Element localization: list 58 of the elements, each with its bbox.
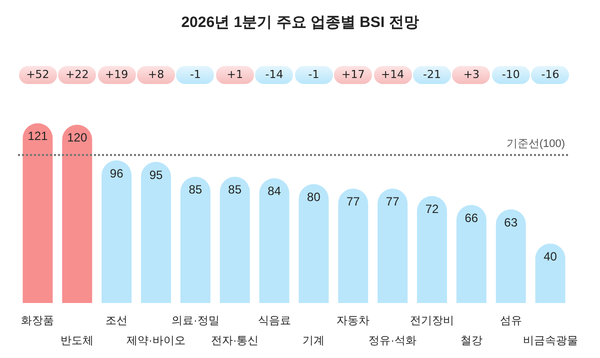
data-label: 72 xyxy=(425,202,439,216)
data-label: 77 xyxy=(386,194,400,209)
data-label: 85 xyxy=(188,182,202,197)
text: -1 xyxy=(176,66,214,84)
x-tick-label: 화장품 xyxy=(21,315,54,327)
text: +22 xyxy=(58,66,96,84)
data-label: 120 xyxy=(67,130,88,145)
x-tick-label: 자동차 xyxy=(336,315,370,327)
bar xyxy=(535,244,566,303)
text: +1 xyxy=(216,66,254,84)
text: +19 xyxy=(98,66,136,84)
data-label: 96 xyxy=(110,166,124,180)
bar xyxy=(141,162,171,303)
bar xyxy=(496,209,526,303)
bar xyxy=(259,178,290,303)
text: +52 xyxy=(18,66,57,84)
x-tick-label: 섬유 xyxy=(500,315,522,327)
text: -14 xyxy=(255,66,294,84)
x-tick-label: 식음료 xyxy=(258,315,291,327)
x-tick-label: 정유·석화 xyxy=(368,335,416,347)
bar xyxy=(180,176,210,303)
x-tick-label: 기계 xyxy=(302,335,325,347)
bar xyxy=(378,188,408,303)
data-label: 40 xyxy=(544,250,558,264)
bar xyxy=(102,160,132,303)
text: -10 xyxy=(492,66,530,84)
x-tick-label: 전자·통신 xyxy=(211,335,259,347)
bar xyxy=(220,176,250,303)
bar xyxy=(62,124,92,303)
data-label: 80 xyxy=(307,190,321,204)
bar xyxy=(456,204,486,303)
chart-title: 2026년 1분기 주요 업종별 BSI 전망 xyxy=(181,14,419,31)
text: -21 xyxy=(413,66,451,84)
text: +8 xyxy=(137,66,175,84)
x-tick-label: 비금속광물 xyxy=(522,335,578,347)
x-tick-label: 철강 xyxy=(460,335,482,347)
data-label: 66 xyxy=(464,210,478,225)
text: +17 xyxy=(334,66,372,84)
x-tick-label: 전기장비 xyxy=(410,315,454,327)
data-label: 85 xyxy=(228,182,242,197)
data-label: 77 xyxy=(346,194,360,209)
bar xyxy=(417,196,447,303)
bar xyxy=(22,123,53,303)
bar xyxy=(338,188,368,303)
text: -1 xyxy=(294,66,333,84)
x-tick-label: 제약·바이오 xyxy=(126,335,186,347)
text: +14 xyxy=(374,66,412,84)
data-label: 84 xyxy=(268,184,282,198)
data-label: 121 xyxy=(28,129,48,144)
text: +3 xyxy=(452,66,490,84)
text: -16 xyxy=(531,66,570,84)
data-label: 63 xyxy=(504,215,518,230)
x-tick-label: 의료·정밀 xyxy=(172,315,220,327)
x-tick-label: 조선 xyxy=(106,315,128,327)
x-tick-label: 반도체 xyxy=(60,335,94,347)
ref-line-label: 기준선(100) xyxy=(506,138,565,150)
data-label: 95 xyxy=(149,168,163,182)
bar xyxy=(298,184,329,303)
